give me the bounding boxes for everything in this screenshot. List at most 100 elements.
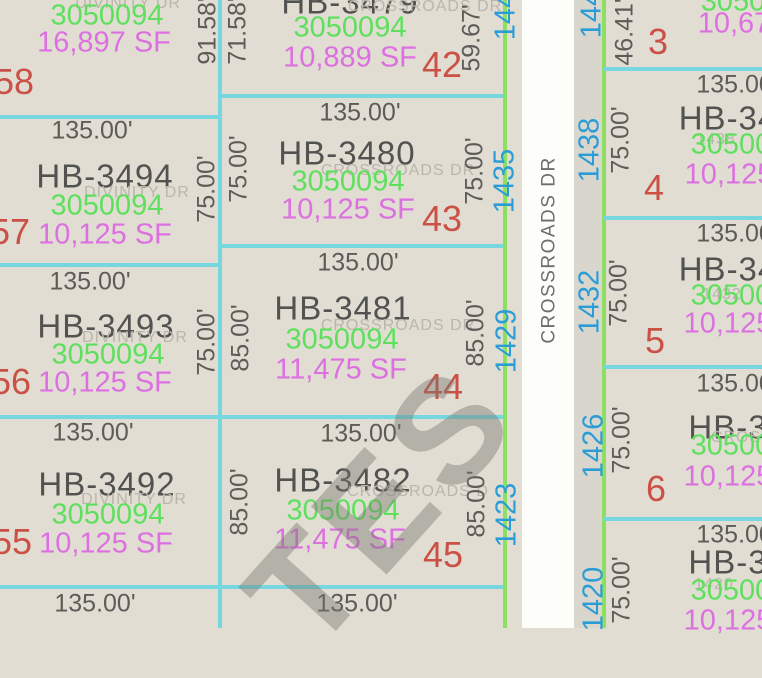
dimension-label: 135.00' bbox=[696, 520, 762, 549]
street-address: 1426 bbox=[577, 413, 610, 479]
parcel-apn: 30500 bbox=[690, 279, 762, 312]
parcel-region-hb-3492[interactable] bbox=[0, 415, 218, 585]
lot-line bbox=[603, 67, 762, 71]
lot-line bbox=[218, 0, 222, 628]
lot-number: 44 bbox=[422, 366, 464, 407]
parcel-region-hb-3480[interactable] bbox=[222, 94, 503, 244]
parcel-apn: 3050094 bbox=[51, 338, 165, 371]
parcel-region-lot58[interactable] bbox=[0, 0, 218, 115]
parcel-label: HB-3493 bbox=[37, 307, 175, 345]
parcel-apn: 3050094 bbox=[291, 165, 405, 198]
street-name-label: CROSSROADS DR bbox=[538, 156, 560, 344]
street-address: 1432 bbox=[573, 269, 606, 335]
street-edge-line bbox=[503, 0, 507, 628]
parcel-apn: 3050094 bbox=[285, 323, 399, 356]
parcel-apn: 3050 bbox=[700, 0, 762, 18]
street-name-ghost: DIVINITY DR bbox=[82, 329, 188, 346]
lot-number: 56 bbox=[0, 361, 32, 402]
address-ghost: 1438 bbox=[696, 131, 736, 148]
dimension-label: 135.00' bbox=[52, 418, 134, 447]
dimension-label: 135.00' bbox=[54, 589, 136, 618]
parcel-area: 10,125 bbox=[683, 460, 762, 493]
lot-line bbox=[0, 115, 218, 119]
dimension-label: 135.00' bbox=[49, 267, 131, 296]
parcel-area: 10,67 bbox=[697, 7, 762, 40]
lot-line bbox=[219, 244, 503, 248]
parcel-region-lot3[interactable] bbox=[606, 0, 762, 67]
parcel-label: HB-3 bbox=[688, 408, 762, 446]
lot-number: 45 bbox=[422, 534, 464, 575]
parcel-apn: 3050094 bbox=[293, 11, 407, 44]
dimension-label: 135.00' bbox=[317, 248, 399, 277]
parcel-region-hb-3479[interactable] bbox=[222, 0, 503, 94]
street-name-ghost: CROS bbox=[710, 429, 762, 446]
lot-number: 57 bbox=[0, 211, 31, 252]
street-name-ghost: DIVINITY DR bbox=[75, 0, 181, 12]
parcel-apn: 30500 bbox=[690, 574, 762, 607]
parcel-apn: 3050094 bbox=[50, 189, 164, 222]
parcel-apn: 3050094 bbox=[51, 498, 165, 531]
parcel-region-lot7[interactable] bbox=[606, 517, 762, 628]
street-name-ghost: DIVINITY DR bbox=[81, 491, 187, 508]
parcel-label: HB-3480 bbox=[278, 134, 416, 172]
parcel-area: 16,897 SF bbox=[37, 26, 171, 59]
dimension-label: 135.00' bbox=[696, 219, 762, 248]
parcel-region-hb-3494[interactable] bbox=[0, 115, 218, 263]
lot-number: 42 bbox=[421, 44, 463, 85]
lot-line bbox=[603, 517, 762, 521]
parcel-area: 10,125 bbox=[683, 307, 762, 340]
parcel-apn: 30500 bbox=[690, 128, 762, 161]
road-surface bbox=[522, 0, 574, 628]
street-address: 1420 bbox=[577, 566, 610, 632]
street-name-ghost: CROSSROADS DR bbox=[320, 162, 476, 179]
parcel-label: HB-3492 bbox=[38, 465, 176, 503]
road-shoulder bbox=[574, 0, 602, 628]
parcel-label: HB-3482 bbox=[274, 461, 412, 499]
address-ghost: 1420 bbox=[694, 576, 734, 593]
parcel-area: 10,889 SF bbox=[283, 41, 417, 74]
parcel-area: 10,125 SF bbox=[38, 218, 172, 251]
dimension-label: 135.00' bbox=[51, 116, 133, 145]
street-edge-line bbox=[602, 0, 606, 628]
parcel-region-lot4[interactable] bbox=[606, 67, 762, 216]
parcel-region-lot6[interactable] bbox=[606, 365, 762, 517]
dimension-label: 135.00' bbox=[320, 419, 402, 448]
street-address: 1438 bbox=[573, 117, 606, 183]
lot-number: 5 bbox=[644, 320, 666, 361]
street-name-ghost: CROSSROADS DR bbox=[347, 0, 503, 15]
lot-line bbox=[603, 216, 762, 220]
lot-line bbox=[0, 585, 503, 589]
street-address: 144 bbox=[575, 0, 608, 39]
lot-number: 55 bbox=[0, 521, 33, 562]
parcel-label: HB-34 bbox=[678, 99, 762, 137]
street-name-ghost: CROSSROADS DR bbox=[320, 317, 476, 334]
parcel-label: HB-3481 bbox=[274, 289, 412, 327]
parcel-label: HB-34 bbox=[678, 250, 762, 288]
dimension-label: 135.00' bbox=[319, 98, 401, 127]
parcel-apn: 3050094 bbox=[50, 0, 164, 32]
lot-line bbox=[603, 365, 762, 369]
parcel-label: HB-3 bbox=[688, 543, 762, 581]
parcel-label: HB-3479 bbox=[281, 0, 419, 21]
parcel-area: 11,475 SF bbox=[274, 523, 406, 556]
dimension-label: 135.00' bbox=[696, 369, 762, 398]
parcel-area: 10,125 SF bbox=[281, 193, 415, 226]
parcel-apn: 3050094 bbox=[286, 494, 400, 527]
parcel-apn: 30500 bbox=[690, 429, 762, 462]
lot-number: 58 bbox=[0, 61, 35, 102]
street-name-ghost: CROSSROADS D bbox=[347, 483, 489, 500]
lot-line bbox=[219, 94, 503, 98]
lot-line bbox=[0, 263, 218, 267]
dimension-label: 135.00' bbox=[316, 589, 398, 618]
parcel-label: HB-3494 bbox=[36, 157, 174, 195]
parcel-region-lot5[interactable] bbox=[606, 216, 762, 365]
address-ghost: 1432 bbox=[702, 286, 742, 303]
lot-number: 43 bbox=[421, 198, 463, 239]
parcel-area: 10,125 SF bbox=[39, 527, 173, 560]
parcel-area: 10,125 bbox=[684, 158, 762, 191]
parcel-region-hb-3493[interactable] bbox=[0, 263, 218, 415]
lot-number: 6 bbox=[645, 468, 667, 509]
parcel-area: 11,475 SF bbox=[275, 353, 407, 386]
parcel-area: 10,125 SF bbox=[38, 366, 172, 399]
